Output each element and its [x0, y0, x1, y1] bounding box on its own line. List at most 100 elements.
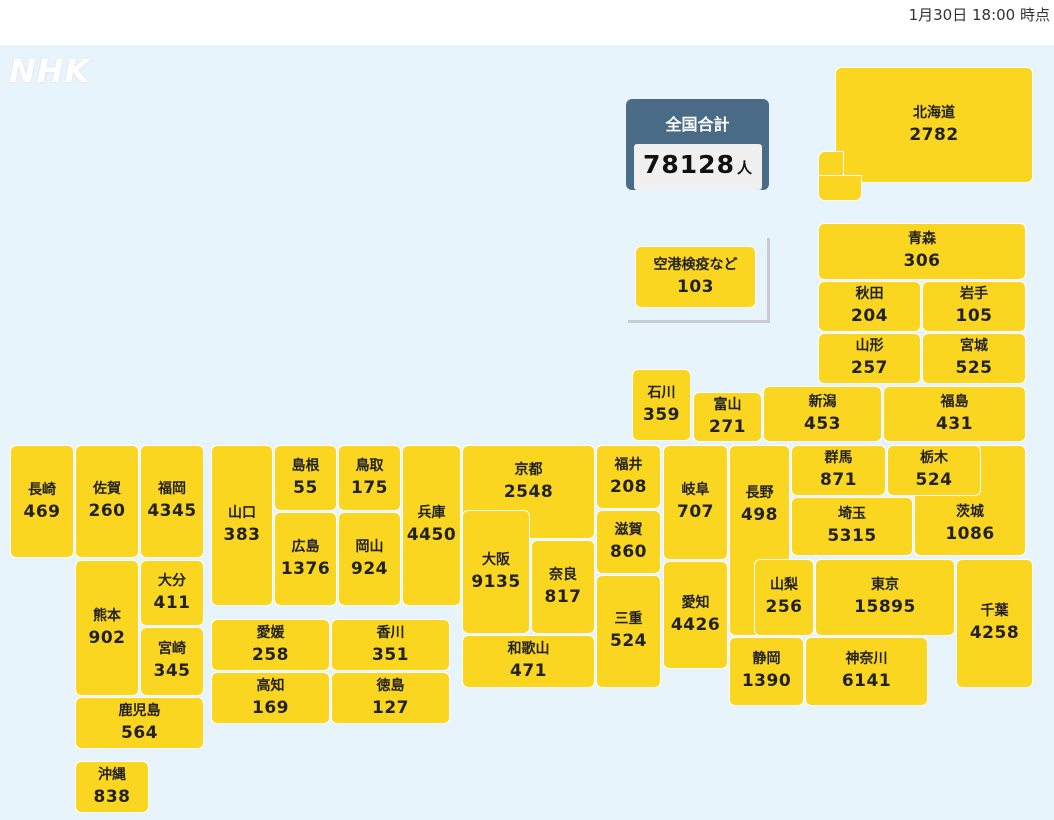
tile-yamagata-name: 山形 — [855, 338, 884, 354]
airport-frame — [628, 238, 770, 323]
tile-hyogo-name: 兵庫 — [417, 505, 446, 521]
tile-nagasaki[interactable]: 長崎 469 — [11, 446, 73, 557]
tile-oita-count: 411 — [153, 592, 191, 613]
tile-niigata-count: 453 — [804, 413, 841, 434]
tile-nara[interactable]: 奈良 817 — [532, 541, 594, 633]
tile-fukui[interactable]: 福井 208 — [597, 446, 660, 508]
tile-yamaguchi[interactable]: 山口 383 — [212, 446, 272, 605]
tile-shimane[interactable]: 島根 55 — [275, 446, 336, 510]
tile-saga-name: 佐賀 — [93, 481, 121, 497]
tile-wakayama-count: 471 — [510, 661, 547, 681]
tile-hokkaido-name: 北海道 — [913, 104, 955, 121]
tile-saga[interactable]: 佐賀 260 — [76, 446, 138, 557]
tile-miyagi[interactable]: 宮城 525 — [923, 334, 1025, 383]
tile-miyazaki[interactable]: 宮崎 345 — [141, 628, 203, 695]
tile-kanagawa-name: 神奈川 — [845, 651, 888, 667]
tile-airport-name: 空港検疫など — [653, 256, 738, 273]
tile-kyoto-count: 2548 — [503, 481, 554, 502]
tile-saitama[interactable]: 埼玉 5315 — [792, 498, 912, 555]
tile-fukushima-name: 福島 — [940, 393, 969, 410]
tile-hiroshima-count: 1376 — [280, 558, 331, 579]
tile-yamanashi[interactable]: 山梨 256 — [755, 560, 813, 635]
national-total-unit: 人 — [736, 159, 752, 177]
tile-airport[interactable]: 空港検疫など 103 — [636, 247, 755, 307]
tile-hokkaido-count: 2782 — [909, 124, 959, 145]
tile-aomori[interactable]: 青森 306 — [819, 224, 1025, 279]
tile-tottori[interactable]: 鳥取 175 — [339, 446, 400, 510]
tile-shizuoka-name: 静岡 — [752, 651, 781, 667]
tile-kagoshima-name: 鹿児島 — [118, 702, 161, 719]
tile-wakayama[interactable]: 和歌山 471 — [463, 636, 594, 687]
tile-shiga[interactable]: 滋賀 860 — [597, 511, 660, 573]
tile-fukuoka[interactable]: 福岡 4345 — [141, 446, 203, 557]
tile-toyama-count: 271 — [709, 416, 746, 437]
tile-nagasaki-count: 469 — [23, 501, 61, 522]
tile-airport-count: 103 — [677, 276, 714, 297]
tile-miyagi-count: 525 — [955, 358, 993, 378]
tile-gunma[interactable]: 群馬 871 — [792, 446, 885, 495]
tile-niigata[interactable]: 新潟 453 — [764, 387, 881, 441]
tile-ishikawa[interactable]: 石川 359 — [633, 370, 690, 440]
tile-fukushima[interactable]: 福島 431 — [884, 387, 1025, 441]
tile-gifu[interactable]: 岐阜 707 — [664, 446, 727, 559]
tile-tokushima[interactable]: 徳島 127 — [332, 673, 449, 723]
tile-chiba[interactable]: 千葉 4258 — [957, 560, 1032, 687]
tile-iwate[interactable]: 岩手 105 — [923, 282, 1025, 331]
tile-mie-count: 524 — [610, 631, 647, 651]
tile-toyama[interactable]: 富山 271 — [694, 393, 761, 441]
tile-akita[interactable]: 秋田 204 — [819, 282, 920, 331]
tile-aichi[interactable]: 愛知 4426 — [664, 562, 727, 668]
tile-nagano-name: 長野 — [745, 485, 774, 501]
tile-kumamoto-count: 902 — [88, 627, 126, 648]
tile-okinawa[interactable]: 沖縄 838 — [76, 762, 148, 812]
tile-tochigi-overlay-name: 栃木 — [920, 450, 948, 466]
tile-shimane-name: 島根 — [291, 457, 320, 474]
tile-kanagawa-count: 6141 — [841, 671, 892, 691]
tile-fukuoka-count: 4345 — [147, 501, 197, 521]
tile-yamanashi-count: 256 — [765, 597, 803, 617]
tile-gifu-count: 707 — [677, 502, 714, 522]
tile-akita-name: 秋田 — [855, 286, 884, 302]
tile-mie[interactable]: 三重 524 — [597, 576, 660, 687]
tile-tochigi-overlay: 栃木 524 — [888, 446, 980, 495]
tile-nagasaki-name: 長崎 — [28, 481, 56, 498]
tile-iwate-name: 岩手 — [960, 286, 988, 302]
tile-tottori-count: 175 — [351, 477, 388, 498]
tile-hokkaido[interactable]: 北海道 2782 — [836, 68, 1032, 182]
tile-chiba-count: 4258 — [969, 623, 1020, 643]
tile-yamaguchi-count: 383 — [223, 525, 261, 545]
tile-kagoshima[interactable]: 鹿児島 564 — [76, 698, 203, 748]
tile-wakayama-name: 和歌山 — [507, 641, 550, 657]
national-total-count: 78128 — [643, 150, 735, 179]
tile-kagawa[interactable]: 香川 351 — [332, 620, 449, 670]
tile-kagawa-count: 351 — [372, 644, 409, 665]
tile-chiba-name: 千葉 — [980, 603, 1009, 619]
tile-okayama[interactable]: 岡山 924 — [339, 513, 400, 605]
tile-fukuoka-name: 福岡 — [158, 481, 186, 497]
tile-hyogo[interactable]: 兵庫 4450 — [403, 446, 460, 605]
tile-nara-name: 奈良 — [549, 566, 577, 583]
tile-hiroshima[interactable]: 広島 1376 — [275, 513, 336, 605]
tile-oita[interactable]: 大分 411 — [141, 561, 203, 625]
tile-osaka[interactable]: 大阪 9135 — [463, 511, 529, 633]
tile-saitama-count: 5315 — [827, 526, 877, 546]
tile-kumamoto[interactable]: 熊本 902 — [76, 561, 138, 695]
tile-miyagi-name: 宮城 — [960, 338, 988, 354]
tile-tokushima-name: 徳島 — [376, 677, 405, 694]
tile-aichi-name: 愛知 — [681, 594, 710, 611]
tile-yamagata-count: 257 — [851, 358, 888, 378]
tile-aichi-count: 4426 — [670, 614, 721, 635]
tile-iwate-count: 105 — [955, 306, 993, 326]
tile-fukui-name: 福井 — [614, 456, 643, 473]
tile-tokyo[interactable]: 東京 15895 — [816, 560, 954, 635]
tile-hyogo-count: 4450 — [406, 525, 457, 545]
timestamp: 1月30日 18:00 時点 — [908, 6, 1050, 24]
tile-mie-name: 三重 — [614, 611, 643, 627]
tile-kanagawa[interactable]: 神奈川 6141 — [806, 638, 927, 705]
tile-yamagata[interactable]: 山形 257 — [819, 334, 920, 383]
tile-shizuoka[interactable]: 静岡 1390 — [730, 638, 803, 705]
national-total-label: 全国合計 — [665, 115, 730, 134]
tile-kochi[interactable]: 高知 169 — [212, 673, 329, 723]
tile-ehime[interactable]: 愛媛 258 — [212, 620, 329, 670]
tile-ibaraki-name: 茨城 — [956, 504, 984, 520]
